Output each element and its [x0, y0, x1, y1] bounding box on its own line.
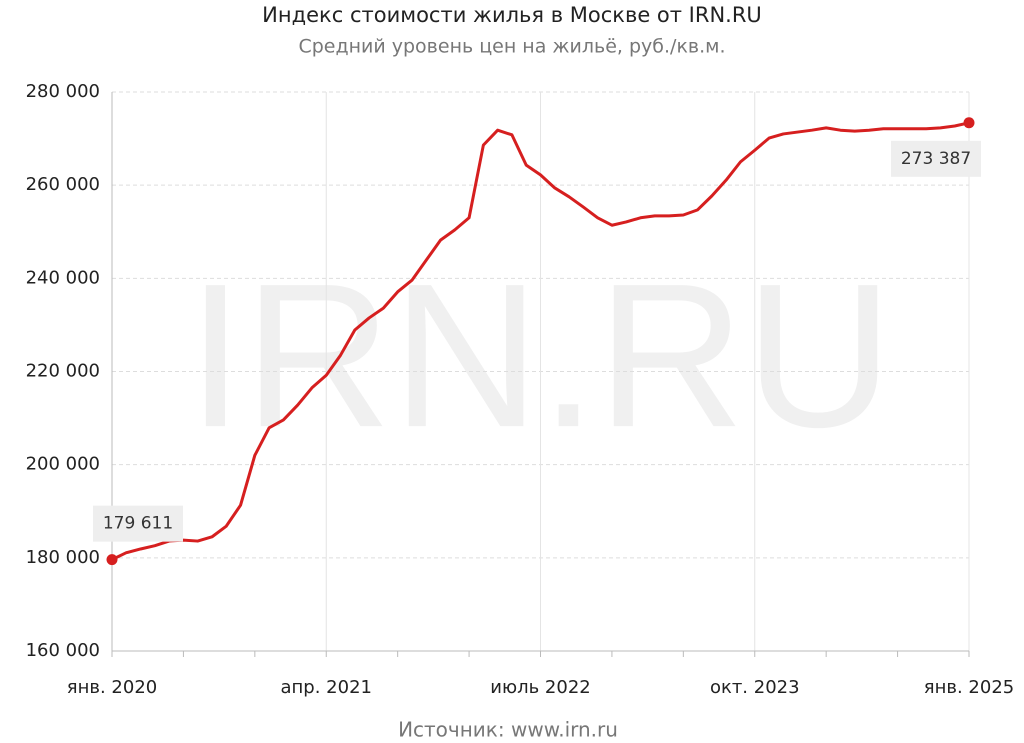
- data-label: 273 387: [901, 149, 971, 169]
- y-tick-label: 260 000: [26, 174, 100, 195]
- data-label: 179 611: [103, 514, 173, 534]
- source-note: Источник: www.irn.ru: [398, 718, 618, 742]
- y-tick-label: 160 000: [26, 640, 100, 661]
- data-label-bg: [891, 140, 981, 177]
- data-label-bg: [93, 505, 183, 542]
- y-tick-label: 280 000: [26, 81, 100, 102]
- x-tick-label: янв. 2020: [67, 677, 157, 698]
- line: [111, 121, 970, 561]
- y-tick-label: 240 000: [26, 267, 100, 288]
- end-marker: [963, 117, 975, 129]
- y-tick-label: 200 000: [26, 454, 100, 475]
- x-tick-label: июль 2022: [490, 677, 591, 698]
- x-tick-label: апр. 2021: [281, 677, 372, 698]
- y-tick-label: 220 000: [26, 361, 100, 382]
- chart-subtitle: Средний уровень цен на жильё, руб./кв.м.: [298, 36, 725, 58]
- end-marker: [106, 554, 118, 566]
- x-tick-label: окт. 2023: [710, 677, 800, 698]
- y-tick-label: 180 000: [26, 547, 100, 568]
- chart-title: Индекс стоимости жилья в Москве от IRN.R…: [262, 3, 762, 27]
- x-tick-label: янв. 2025: [924, 677, 1014, 698]
